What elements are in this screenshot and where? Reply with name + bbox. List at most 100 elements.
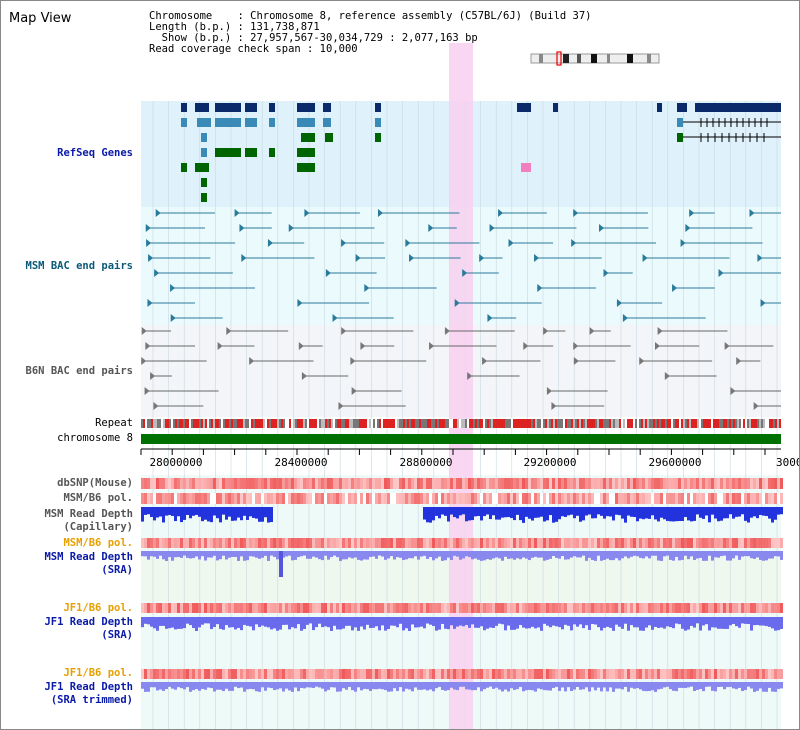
read-depth-bar [297, 551, 300, 558]
polymorphism-bar [294, 538, 297, 548]
track-label-msm-b6-pol[interactable]: MSM/B6 pol. [63, 492, 133, 504]
polymorphism-bar [519, 603, 522, 613]
polymorphism-bar [753, 493, 756, 504]
polymorphism-bar [201, 538, 204, 548]
track-label-jf1-b6-pol[interactable]: JF1/B6 pol. [63, 602, 133, 614]
track-label-jf1-b6-pol-2[interactable]: JF1/B6 pol. [63, 667, 133, 679]
polymorphism-bar [378, 478, 381, 489]
read-depth-bar [579, 682, 582, 690]
read-depth-bar [735, 507, 738, 517]
polymorphism-bar [342, 478, 345, 489]
read-depth-bar [276, 551, 279, 560]
polymorphism-bar [519, 493, 522, 504]
track-label-dbsnp[interactable]: dbSNP(Mouse) [57, 477, 133, 489]
read-depth-bar [618, 682, 621, 689]
read-depth-bar [180, 507, 183, 523]
polymorphism-bar [504, 478, 507, 489]
repeat-bar [285, 419, 287, 428]
polymorphism-bar [702, 493, 705, 504]
track-label-msm-b6-pol-2[interactable]: MSM/B6 pol. [63, 537, 133, 549]
polymorphism-bar [435, 493, 438, 504]
read-depth-bar [219, 507, 222, 523]
read-depth-bar [483, 617, 486, 631]
read-depth-bar [540, 682, 543, 690]
read-depth-spike [279, 551, 283, 577]
read-depth-bar [486, 507, 489, 515]
read-depth-bar [660, 682, 663, 689]
polymorphism-bar [426, 493, 429, 504]
read-depth-bar [573, 617, 576, 625]
polymorphism-bar [660, 669, 663, 679]
polymorphism-bar [201, 603, 204, 613]
polymorphism-bar [324, 493, 327, 504]
read-depth-bar [567, 551, 570, 560]
read-depth-bar [699, 682, 702, 690]
polymorphism-bar [348, 478, 351, 489]
polymorphism-bar [144, 538, 147, 548]
polymorphism-bar [285, 669, 288, 679]
read-depth-bar [162, 617, 165, 626]
repeat-bar [147, 419, 149, 428]
repeat-bar [273, 419, 275, 428]
polymorphism-bar [591, 493, 594, 504]
read-depth-bar [312, 682, 315, 688]
polymorphism-bar [303, 478, 306, 489]
read-depth-bar [588, 682, 591, 692]
polymorphism-bar [153, 478, 156, 489]
polymorphism-bar [210, 493, 213, 504]
polymorphism-bar [732, 493, 735, 504]
polymorphism-bar [255, 603, 258, 613]
polymorphism-bar [387, 669, 390, 679]
polymorphism-bar [327, 603, 330, 613]
bac-end-marker [360, 342, 366, 350]
polymorphism-bar [231, 478, 234, 489]
polymorphism-bar [510, 493, 513, 504]
read-depth-bar [567, 682, 570, 688]
polymorphism-bar [600, 669, 603, 679]
polymorphism-bar [732, 478, 735, 489]
polymorphism-bar [651, 603, 654, 613]
repeat-bar [347, 419, 349, 428]
polymorphism-bar [594, 493, 597, 504]
repeat-bar [505, 419, 507, 428]
polymorphism-bar [150, 603, 153, 613]
repeat-bar [171, 419, 173, 428]
polymorphism-bar [567, 478, 570, 489]
polymorphism-bar [288, 603, 291, 613]
read-depth-bar [519, 617, 522, 626]
polymorphism-bar [144, 478, 147, 489]
repeat-bar [623, 419, 625, 428]
polymorphism-bar [252, 669, 255, 679]
read-depth-bar [753, 682, 756, 692]
track-label-jf1-depth-trimmed[interactable]: JF1 Read Depth [44, 681, 133, 693]
polymorphism-bar [684, 603, 687, 613]
track-label-refseq[interactable]: RefSeq Genes [57, 147, 133, 159]
read-depth-bar [507, 551, 510, 559]
polymorphism-bar [771, 478, 774, 489]
track-label-b6n-bac[interactable]: B6N BAC end pairs [25, 365, 133, 377]
read-depth-bar [447, 682, 450, 691]
polymorphism-bar [597, 603, 600, 613]
polymorphism-bar [585, 538, 588, 548]
repeat-bar [667, 419, 669, 428]
polymorphism-bar [579, 603, 582, 613]
read-depth-bar [516, 617, 519, 629]
repeat-bar [331, 419, 333, 428]
polymorphism-bar [234, 669, 237, 679]
polymorphism-bar [690, 538, 693, 548]
track-label-msm-bac[interactable]: MSM BAC end pairs [25, 260, 133, 272]
polymorphism-bar [327, 669, 330, 679]
gene-feature [297, 148, 315, 157]
polymorphism-bar [498, 603, 501, 613]
polymorphism-bar [378, 669, 381, 679]
bac-end-marker [749, 209, 755, 217]
bac-end-marker [234, 209, 240, 217]
track-label-jf1-depth-sra[interactable]: JF1 Read Depth [44, 616, 133, 628]
polymorphism-bar [279, 493, 282, 504]
track-label-msm-depth-sra[interactable]: MSM Read Depth [44, 551, 133, 563]
track-label-repeat[interactable]: Repeat [95, 417, 133, 429]
read-depth-bar [219, 682, 222, 690]
track-label-msm-depth-capillary[interactable]: MSM Read Depth [44, 508, 133, 520]
polymorphism-bar [633, 478, 636, 489]
